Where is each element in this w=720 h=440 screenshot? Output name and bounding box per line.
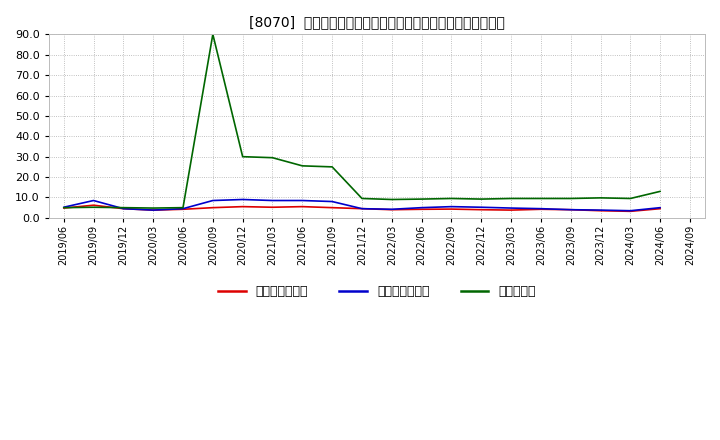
売上債権回転率 [268, 205, 276, 210]
在庫回転率 [358, 196, 366, 201]
売上債権回転率 [596, 208, 605, 213]
買入債務回転率 [119, 206, 127, 211]
買入債務回転率 [418, 205, 426, 210]
買入債務回転率 [89, 198, 98, 203]
買入債務回転率 [656, 205, 665, 210]
買入債務回転率 [596, 208, 605, 213]
売上債権回転率 [328, 205, 336, 210]
買入債務回転率 [268, 198, 276, 203]
買入債務回転率 [507, 205, 516, 211]
買入債務回転率 [59, 205, 68, 210]
Title: [8070]  売上債権回転率、買入債務回転率、在庫回転率の推移: [8070] 売上債権回転率、買入債務回転率、在庫回転率の推移 [249, 15, 505, 29]
売上債権回転率 [298, 204, 307, 209]
買入債務回転率 [179, 206, 187, 211]
買入債務回転率 [328, 199, 336, 204]
売上債権回転率 [447, 206, 456, 212]
買入債務回転率 [298, 198, 307, 203]
買入債務回転率 [387, 207, 396, 212]
売上債権回転率 [656, 206, 665, 211]
売上債権回転率 [536, 207, 545, 212]
売上債権回転率 [59, 205, 68, 211]
在庫回転率 [418, 196, 426, 202]
売上債権回転率 [119, 206, 127, 211]
在庫回転率 [656, 189, 665, 194]
在庫回転率 [149, 205, 158, 211]
Line: 売上債権回転率: 売上債権回転率 [63, 205, 660, 211]
買入債務回転率 [536, 206, 545, 211]
売上債権回転率 [418, 207, 426, 212]
売上債権回転率 [179, 207, 187, 212]
売上債権回転率 [149, 208, 158, 213]
売上債権回転率 [238, 204, 247, 209]
売上債権回転率 [626, 209, 635, 214]
売上債権回転率 [477, 207, 485, 213]
売上債権回転率 [567, 207, 575, 213]
在庫回転率 [59, 205, 68, 210]
買入債務回転率 [238, 197, 247, 202]
在庫回転率 [119, 205, 127, 210]
在庫回転率 [268, 155, 276, 160]
在庫回転率 [89, 205, 98, 210]
売上債権回転率 [89, 202, 98, 208]
買入債務回転率 [477, 205, 485, 210]
売上債権回転率 [507, 208, 516, 213]
在庫回転率 [567, 196, 575, 201]
Line: 在庫回転率: 在庫回転率 [63, 34, 660, 208]
買入債務回転率 [447, 204, 456, 209]
買入債務回転率 [358, 206, 366, 211]
買入債務回転率 [567, 207, 575, 213]
在庫回転率 [238, 154, 247, 159]
在庫回転率 [507, 196, 516, 201]
在庫回転率 [179, 205, 187, 210]
Line: 買入債務回転率: 買入債務回転率 [63, 199, 660, 211]
在庫回転率 [536, 196, 545, 201]
在庫回転率 [477, 196, 485, 202]
在庫回転率 [596, 195, 605, 201]
買入債務回転率 [209, 198, 217, 203]
在庫回転率 [387, 197, 396, 202]
在庫回転率 [626, 196, 635, 201]
在庫回転率 [209, 32, 217, 37]
Legend: 売上債権回転率, 買入債務回転率, 在庫回転率: 売上債権回転率, 買入債務回転率, 在庫回転率 [213, 280, 541, 303]
在庫回転率 [328, 164, 336, 169]
売上債権回転率 [358, 206, 366, 211]
買入債務回転率 [626, 208, 635, 213]
在庫回転率 [447, 196, 456, 201]
在庫回転率 [298, 163, 307, 169]
売上債権回転率 [387, 207, 396, 213]
買入債務回転率 [149, 208, 158, 213]
売上債権回転率 [209, 205, 217, 210]
